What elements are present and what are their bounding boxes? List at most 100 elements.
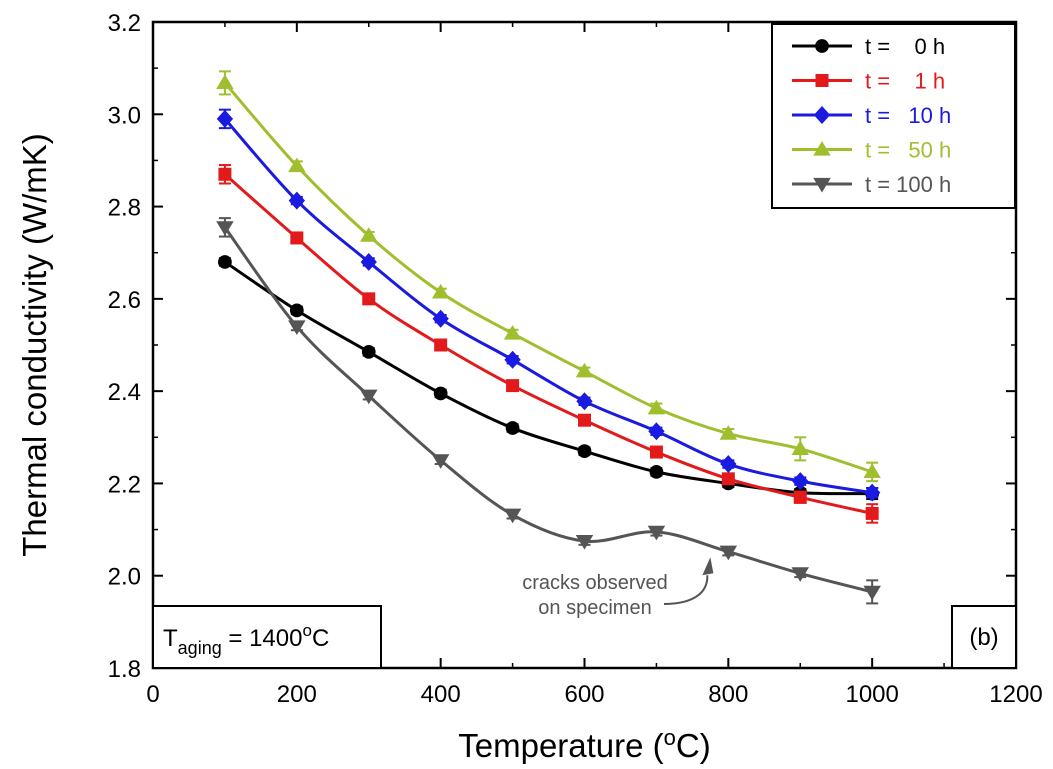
data-point (577, 444, 592, 459)
data-point (575, 534, 594, 550)
y-tick-label: 2.0 (108, 564, 141, 591)
legend-marker (813, 141, 831, 156)
data-point (218, 255, 232, 269)
legend-items: t = 0 h t = 1 h t = 10 h t = 50 h t = 100 h (792, 34, 951, 197)
aging-box-frame (152, 605, 382, 669)
x-axis-title-main: Temperature ( (458, 727, 663, 764)
aging-subscript: aging (178, 638, 222, 658)
data-point (503, 508, 522, 524)
y-tick-labels: 1.8 2.0 2.2 2.4 2.6 2.8 3.0 3.2 (108, 10, 141, 683)
series-1 (218, 255, 880, 501)
data-point (288, 320, 306, 336)
data-point (863, 585, 881, 601)
data-point (216, 109, 234, 128)
series-3 (216, 108, 881, 502)
legend-entry: t = 100 h (792, 172, 951, 197)
series-4 (216, 70, 881, 483)
data-point (648, 422, 665, 441)
data-point (791, 440, 810, 455)
data-point (218, 167, 232, 181)
data-point (863, 483, 881, 502)
data-point (578, 413, 591, 427)
y-tick-label: 3.2 (108, 10, 141, 37)
legend-entry: t = 1 h (792, 69, 945, 94)
x-tick-labels: 0 200 400 600 800 1000 1200 (146, 681, 1042, 708)
y-tick-label: 3.0 (108, 102, 141, 129)
series-line (224, 260, 873, 496)
series-line (223, 117, 873, 495)
legend-marker (815, 39, 829, 53)
aging-degree: o (302, 621, 311, 640)
data-point (793, 490, 807, 504)
legend-entry: t = 10 h (792, 103, 951, 128)
data-point (505, 421, 520, 435)
legend-marker (813, 177, 831, 193)
data-point (216, 74, 234, 90)
data-point (721, 472, 735, 486)
aging-temperature-label: Taging = 1400oC (163, 621, 329, 658)
x-tick-label: 400 (421, 681, 461, 708)
data-point (576, 392, 593, 411)
legend-label: t = 10 h (865, 103, 951, 128)
y-axis-title: Thermal conductivity (W/mK) (16, 133, 53, 557)
data-point (361, 345, 376, 359)
series-5 (216, 217, 881, 605)
legend-label: t = 50 h (865, 138, 951, 163)
data-point (216, 221, 234, 236)
y-tick-label: 2.2 (108, 471, 141, 498)
data-point (863, 463, 881, 479)
data-point (719, 545, 738, 561)
data-point (865, 506, 879, 520)
x-tick-label: 600 (564, 681, 604, 708)
data-point (649, 445, 663, 459)
aging-prefix: T (163, 625, 178, 652)
data-point (359, 227, 378, 242)
aging-unit: C (312, 625, 329, 652)
series-2 (218, 164, 879, 524)
data-point (290, 231, 304, 245)
legend-marker (813, 106, 831, 124)
data-point (506, 379, 520, 393)
data-point (503, 324, 522, 340)
data-point (289, 303, 304, 318)
cracks-arrow (663, 575, 709, 605)
data-point (359, 389, 378, 405)
data-point (288, 157, 306, 173)
aging-equals: = 1400 (222, 625, 303, 652)
data-point (792, 472, 809, 491)
series-line (223, 173, 873, 515)
series-line (223, 226, 873, 594)
panel-label-frame (951, 605, 1017, 669)
data-point (647, 525, 666, 541)
x-axis-title-degree: o (664, 725, 676, 750)
x-tick-label: 0 (146, 681, 159, 708)
data-point (288, 191, 306, 210)
cracks-annotation-line2: on specimen (538, 597, 651, 619)
legend-label: t = 0 h (865, 34, 945, 59)
x-axis-title: Temperature (oC) (458, 725, 711, 764)
data-point (647, 399, 666, 415)
data-point (791, 567, 810, 582)
x-tick-label: 800 (708, 681, 748, 708)
cracks-annotation-line1: cracks observed (522, 572, 668, 594)
data-point (432, 309, 449, 328)
panel-label: (b) (969, 624, 998, 651)
x-tick-label: 200 (277, 681, 317, 708)
data-point (720, 455, 737, 474)
data-point (433, 386, 448, 401)
data-point (504, 350, 521, 369)
data-point (649, 465, 664, 479)
legend-entry: t = 50 h (792, 138, 951, 163)
data-point (434, 338, 448, 352)
cracks-annotation: cracks observed on specimen (522, 557, 714, 619)
data-point (360, 252, 377, 271)
legend-label: t = 100 h (865, 172, 951, 197)
legend-marker (815, 74, 829, 87)
data-point (719, 425, 738, 440)
y-tick-label: 2.6 (108, 287, 141, 314)
data-point (431, 283, 450, 299)
series-line (223, 81, 873, 474)
series-layer (216, 70, 881, 605)
panel-label-box: (b) (951, 605, 1017, 669)
